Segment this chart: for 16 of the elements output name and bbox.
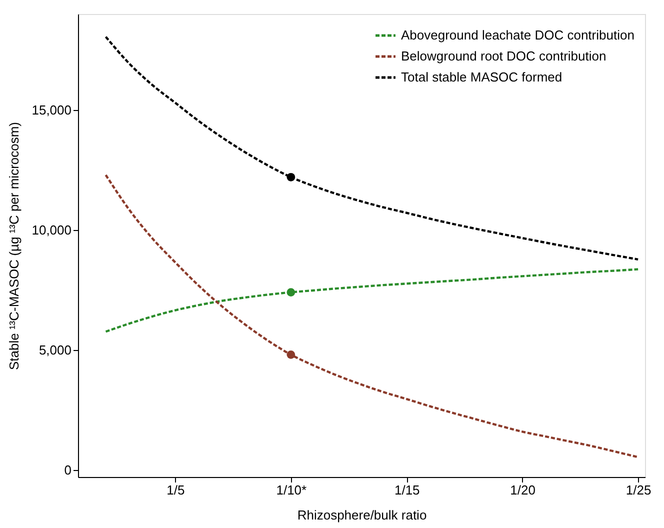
y-tick-label: 10,000: [32, 222, 72, 238]
x-tick-label: 1/15: [394, 482, 420, 498]
line-series: [104, 174, 640, 458]
y-tick-label: 5,000: [38, 342, 72, 358]
legend-label: Belowground root DOC contribution: [401, 48, 606, 64]
x-tick-label: 1/25: [626, 482, 652, 498]
y-axis-title: Stable ¹³C-MASOC (µg ¹³C per microcosm): [6, 122, 22, 370]
legend-label: Aboveground leachate DOC contribution: [401, 28, 634, 42]
y-tick-label: 15,000: [32, 102, 72, 118]
line-series: [104, 268, 640, 333]
x-tick-label: 1/10*: [276, 482, 307, 498]
x-axis-title: Rhizosphere/bulk ratio: [297, 508, 427, 522]
legend-label: Total stable MASOC formed: [401, 70, 562, 84]
x-tick-label: 1/5: [166, 482, 185, 498]
x-tick-label: 1/20: [510, 482, 536, 498]
y-tick-label: 0: [64, 462, 72, 478]
